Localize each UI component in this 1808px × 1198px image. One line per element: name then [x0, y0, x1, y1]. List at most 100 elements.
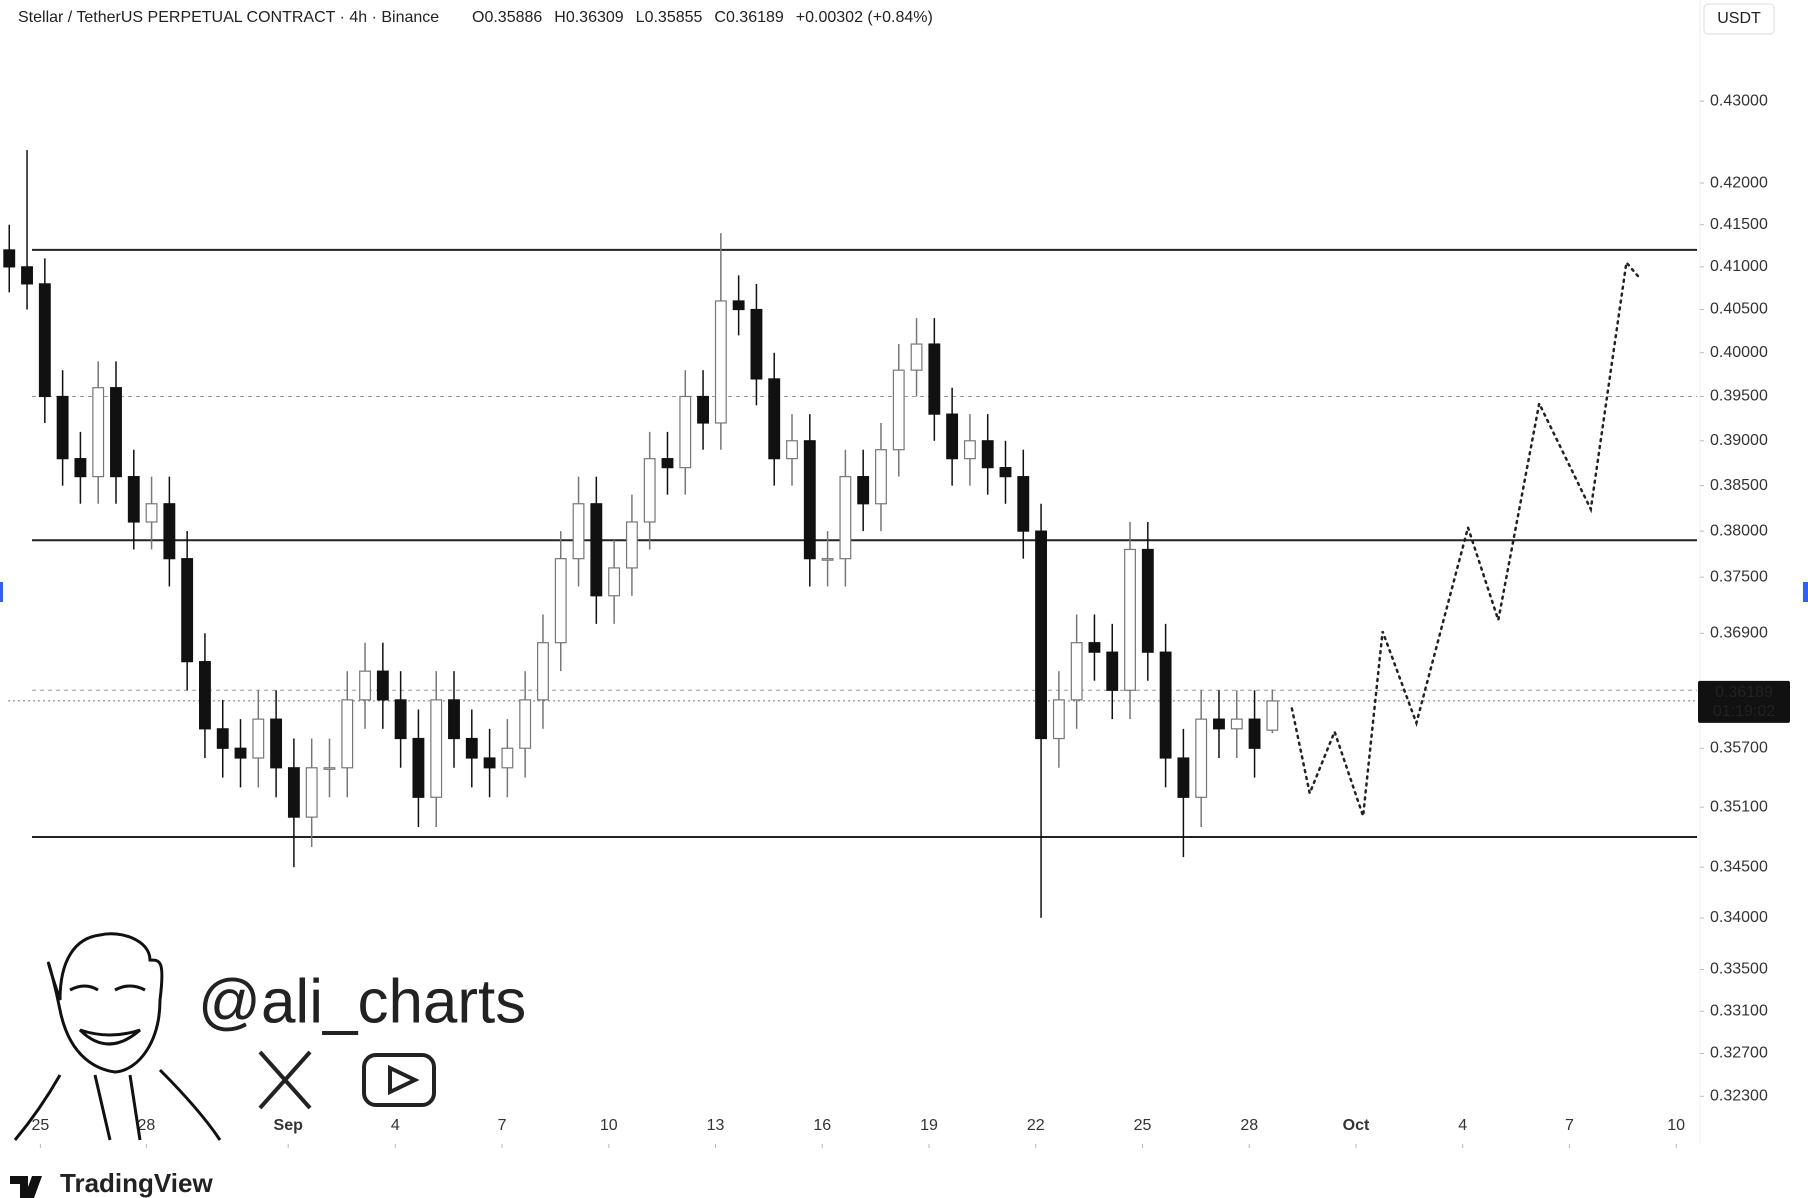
- candle-body: [181, 558, 194, 663]
- y-tick-label: 0.38000: [1710, 522, 1768, 539]
- ohlc-label: O0.35886: [472, 9, 542, 26]
- candle-body: [92, 387, 105, 478]
- candle-body: [999, 467, 1012, 478]
- x-tick-label: 10: [600, 1117, 618, 1134]
- candle-body: [732, 300, 745, 311]
- edge-marker: [1803, 582, 1808, 602]
- y-tick-label: 0.32700: [1710, 1045, 1768, 1062]
- y-tick-label: 0.41000: [1710, 258, 1768, 275]
- x-tick-label: 25: [31, 1117, 49, 1134]
- candle-body: [430, 699, 443, 798]
- y-tick-label: 0.38500: [1710, 477, 1768, 494]
- candle-body: [448, 699, 460, 740]
- x-tick-label: Sep: [274, 1117, 304, 1134]
- x-tick-label: Oct: [1343, 1117, 1370, 1134]
- x-tick-label: 4: [391, 1117, 400, 1134]
- candle-body: [199, 661, 211, 730]
- candle-body: [110, 387, 122, 478]
- candle-body: [857, 476, 870, 505]
- candle-body: [412, 737, 425, 798]
- candle-body: [1088, 642, 1101, 653]
- candle-body: [1177, 757, 1190, 798]
- candle-body: [1035, 530, 1048, 740]
- candle-body: [305, 767, 318, 818]
- ohlc-label: C0.36189: [714, 9, 783, 26]
- candle-body: [661, 458, 674, 469]
- watermark: @ali_charts: [198, 967, 526, 1036]
- candle-body: [679, 395, 692, 469]
- y-tick-label: 0.33500: [1710, 961, 1768, 978]
- candle-body: [376, 670, 389, 701]
- avatar: [13, 932, 222, 1141]
- candle-body: [1230, 718, 1243, 730]
- currency-box: [1703, 3, 1775, 35]
- y-tick-label: 0.34500: [1710, 858, 1768, 875]
- candle-body: [590, 503, 603, 597]
- y-tick-label: 0.35700: [1710, 739, 1768, 756]
- candle-body: [839, 476, 852, 560]
- candle-body: [554, 558, 567, 644]
- y-tick-label: 0.40000: [1710, 344, 1768, 361]
- candle-body: [56, 395, 69, 460]
- candle-body: [537, 642, 549, 701]
- candle-body: [127, 476, 140, 523]
- y-tick-label: 0.41500: [1710, 216, 1768, 233]
- projection-path: [1290, 259, 1641, 817]
- candle-body: [928, 343, 941, 415]
- x-tick-label: 28: [138, 1117, 156, 1134]
- candle-body: [892, 369, 905, 451]
- y-tick-label: 0.32300: [1710, 1088, 1768, 1105]
- last-price-box: [1698, 680, 1790, 723]
- social-icons: [258, 1050, 436, 1110]
- x-tick-label: 7: [1565, 1117, 1574, 1134]
- candle-body: [963, 440, 976, 460]
- candle-body: [910, 343, 923, 371]
- candle-body: [572, 503, 585, 560]
- candle-body: [1124, 548, 1136, 691]
- x-tick-label: 7: [498, 1117, 507, 1134]
- candle-body: [1017, 476, 1030, 532]
- y-tick-label: 0.37500: [1710, 568, 1768, 585]
- candle-body: [1195, 718, 1208, 798]
- candle-body: [74, 458, 87, 478]
- y-tick-label: 0.36900: [1710, 624, 1768, 641]
- countdown-label: 01:19:02: [1713, 703, 1775, 720]
- x-tick-label: 25: [1134, 1117, 1152, 1134]
- candle-body: [786, 440, 798, 460]
- y-tick-label: 0.42000: [1710, 174, 1768, 191]
- candle-body: [501, 747, 514, 769]
- candle-body: [981, 440, 994, 469]
- candle-body: [1266, 700, 1279, 731]
- candle-body: [163, 503, 176, 560]
- ohlc-label: H0.36309: [554, 9, 623, 26]
- candle-body: [625, 521, 638, 569]
- plot: 0.43000 0.42000 0.41500 0.41000 0.40500 0.400…: [3, 92, 1790, 1148]
- candle-body: [643, 458, 656, 523]
- candle-body: [768, 378, 781, 460]
- candle-body: [3, 249, 16, 268]
- candle-body: [1159, 651, 1172, 759]
- candle-body: [270, 718, 283, 769]
- candle-body: [1141, 548, 1154, 653]
- candle-body: [750, 308, 763, 380]
- last-price-label: 0.36189: [1715, 684, 1773, 701]
- ohlc-header: O0.35886 H0.36309 L0.35855 C0.36189 +0.00302…: [472, 9, 933, 26]
- candle-body: [697, 395, 710, 424]
- candle-body: [1070, 642, 1083, 701]
- y-tick-label: 0.33100: [1710, 1002, 1768, 1019]
- candle-body: [714, 300, 727, 424]
- x-tick-label: 28: [1240, 1117, 1258, 1134]
- y-tick-label: 0.39000: [1710, 432, 1768, 449]
- candle-body: [483, 757, 496, 769]
- x-tick-label: 10: [1667, 1117, 1685, 1134]
- candle-body: [1248, 718, 1261, 749]
- candle-body: [38, 283, 51, 398]
- candle-body: [145, 503, 158, 523]
- candle-body: [1106, 651, 1119, 691]
- brand-logo: [10, 1176, 42, 1198]
- candle-body: [1213, 718, 1225, 730]
- x-tick-label: 16: [813, 1117, 831, 1134]
- candle-body: [287, 767, 300, 818]
